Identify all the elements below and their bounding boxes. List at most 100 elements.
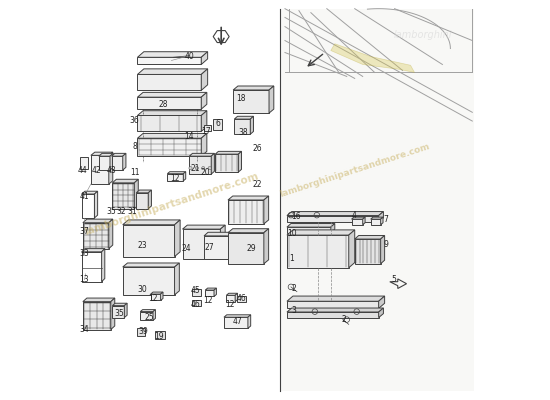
Polygon shape (112, 303, 127, 306)
Text: 9: 9 (383, 240, 388, 249)
Polygon shape (183, 172, 186, 181)
Bar (192, 289, 201, 296)
Polygon shape (224, 317, 248, 328)
Text: 24: 24 (182, 244, 191, 253)
Polygon shape (215, 151, 241, 154)
Polygon shape (112, 183, 134, 209)
Text: 2: 2 (341, 315, 346, 324)
Text: 41: 41 (80, 192, 89, 200)
Polygon shape (378, 308, 383, 318)
Polygon shape (111, 298, 115, 330)
Polygon shape (183, 229, 221, 259)
Polygon shape (287, 301, 378, 308)
Polygon shape (138, 69, 208, 74)
Polygon shape (123, 220, 180, 225)
Text: 35: 35 (114, 309, 124, 318)
Polygon shape (264, 196, 268, 224)
Polygon shape (138, 138, 201, 156)
Polygon shape (248, 315, 251, 328)
Polygon shape (227, 295, 235, 302)
Text: 39: 39 (139, 327, 148, 336)
Text: 12: 12 (204, 296, 213, 305)
Text: 2: 2 (292, 284, 296, 293)
Text: lamborghinipartsandmore.com: lamborghinipartsandmore.com (83, 171, 260, 237)
Polygon shape (140, 310, 156, 312)
Polygon shape (138, 57, 201, 64)
Polygon shape (167, 172, 186, 174)
Polygon shape (109, 219, 113, 249)
Bar (281, 9, 474, 391)
Polygon shape (124, 303, 127, 318)
Polygon shape (211, 153, 215, 174)
Text: 10: 10 (287, 229, 296, 238)
Polygon shape (138, 92, 207, 97)
Polygon shape (381, 217, 383, 225)
Text: 33: 33 (80, 249, 89, 258)
Polygon shape (287, 235, 349, 268)
Polygon shape (91, 155, 109, 184)
Polygon shape (95, 191, 97, 218)
Polygon shape (189, 153, 214, 156)
Text: lamborghinipartsandmore.com: lamborghinipartsandmore.com (278, 142, 431, 199)
Text: 12: 12 (170, 174, 180, 182)
Text: 44: 44 (78, 166, 88, 175)
Polygon shape (123, 225, 174, 257)
Polygon shape (287, 312, 378, 318)
Bar (236, 296, 245, 302)
Text: 8: 8 (133, 142, 137, 151)
Polygon shape (205, 288, 216, 290)
Text: 5: 5 (392, 275, 396, 284)
Polygon shape (140, 312, 153, 320)
Polygon shape (201, 69, 208, 90)
Polygon shape (112, 156, 123, 170)
Polygon shape (371, 217, 383, 219)
Text: 20: 20 (201, 168, 211, 177)
Polygon shape (287, 216, 378, 222)
Polygon shape (83, 219, 113, 223)
Text: 38: 38 (238, 128, 248, 137)
Bar (155, 331, 164, 339)
Polygon shape (269, 86, 274, 113)
Polygon shape (287, 227, 331, 233)
Text: 22: 22 (252, 180, 262, 188)
Polygon shape (228, 200, 264, 224)
Bar (204, 126, 211, 132)
Polygon shape (331, 44, 415, 72)
Polygon shape (351, 217, 365, 219)
Polygon shape (136, 193, 149, 209)
Polygon shape (148, 190, 151, 209)
Polygon shape (378, 212, 383, 222)
Text: 3: 3 (292, 306, 296, 315)
Polygon shape (138, 74, 201, 90)
Polygon shape (287, 230, 355, 235)
Polygon shape (381, 236, 384, 264)
Polygon shape (123, 153, 126, 170)
Polygon shape (224, 315, 251, 317)
Text: lamborghini: lamborghini (393, 30, 452, 40)
Text: 31: 31 (128, 208, 138, 216)
Polygon shape (235, 293, 238, 302)
Text: 35: 35 (107, 208, 117, 216)
Polygon shape (109, 152, 113, 184)
Polygon shape (151, 292, 163, 294)
Polygon shape (134, 179, 138, 209)
Text: 40: 40 (184, 52, 194, 61)
Text: 29: 29 (246, 244, 256, 253)
Polygon shape (228, 233, 264, 264)
Text: 46: 46 (190, 300, 200, 309)
Text: 12: 12 (226, 300, 235, 309)
Polygon shape (264, 229, 268, 264)
Text: 4: 4 (351, 211, 356, 220)
Text: 34: 34 (80, 325, 89, 334)
Text: 47: 47 (232, 317, 242, 326)
Polygon shape (221, 225, 225, 259)
Polygon shape (287, 308, 383, 312)
Polygon shape (215, 154, 238, 172)
Text: 37: 37 (80, 227, 89, 236)
Polygon shape (233, 90, 269, 113)
Polygon shape (214, 288, 216, 296)
Polygon shape (250, 116, 254, 134)
Circle shape (208, 166, 211, 170)
Polygon shape (138, 134, 207, 138)
Polygon shape (233, 86, 274, 90)
